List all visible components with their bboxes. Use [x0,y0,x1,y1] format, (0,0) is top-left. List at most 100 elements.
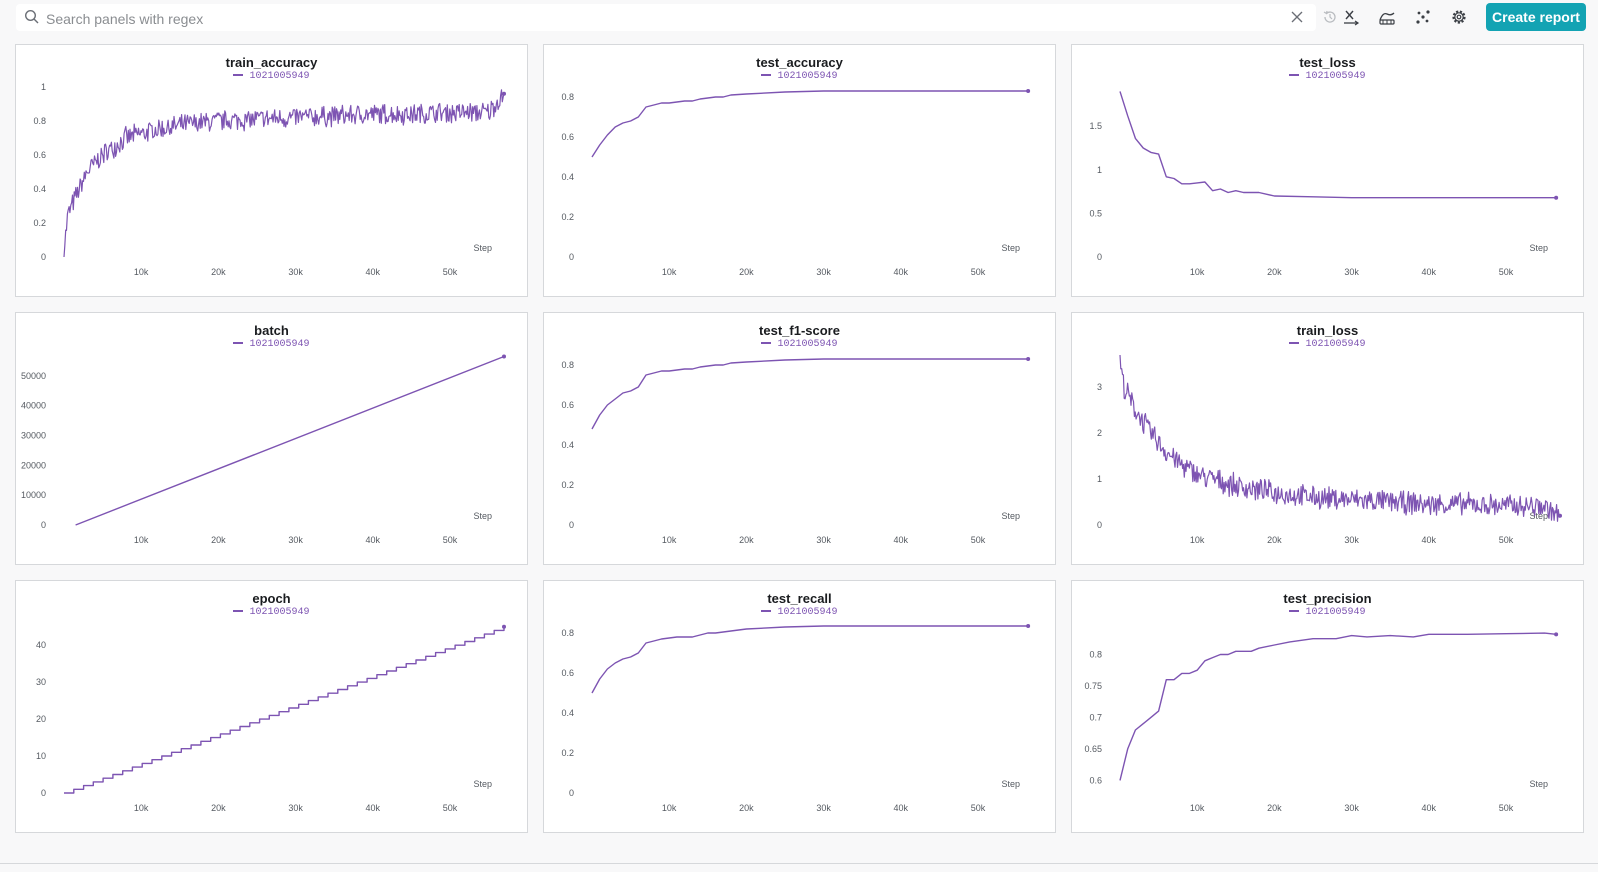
x-tick-label: 10k [134,803,149,813]
history-icon[interactable] [1322,9,1338,25]
smoothing-icon[interactable] [1378,8,1396,26]
legend-entry[interactable]: 1021005949 [544,71,1055,82]
y-tick-label: 10 [36,751,46,761]
series-line [591,90,1029,158]
panel-test-accuracy[interactable]: test_accuracy 1021005949 0 0.2 0.4 0.6 0.8 10… [543,44,1056,297]
legend-label: 1021005949 [249,607,310,618]
x-axis-label: Step [473,243,492,253]
panel-epoch[interactable]: epoch 1021005949 0 10 20 30 40 10k 20k 30k 40k 50… [15,580,528,833]
x-tick-label: 40k [1422,535,1437,545]
chart-train-accuracy[interactable]: 0 0.2 0.4 0.6 0.8 1 10k 20k 30k 40k 50k Step [16,45,529,298]
legend-swatch [233,342,244,345]
chart-test-recall[interactable]: 0 0.2 0.4 0.6 0.8 10k 20k 30k 40k 50k Step [544,581,1057,834]
legend-swatch [1289,74,1300,77]
panel-test-recall[interactable]: test_recall 1021005949 0 0.2 0.4 0.6 0.8 10k 2… [543,580,1056,833]
y-tick-label: 0.2 [561,480,574,490]
outliers-icon[interactable] [1414,8,1432,26]
x-tick-label: 30k [816,803,831,813]
legend-label: 1021005949 [1305,339,1366,350]
x-tick-label: 10k [134,535,149,545]
create-report-button[interactable]: Create report [1486,3,1586,31]
y-tick-label: 0 [1097,520,1102,530]
legend-label: 1021005949 [777,339,838,350]
panel-grid: train_accuracy 1021005949 0 0.2 0.4 0.6 0.8 1… [0,44,1598,872]
legend-label: 1021005949 [249,71,310,82]
chart-test-f1-score[interactable]: 0 0.2 0.4 0.6 0.8 10k 20k 30k 40k 50k Step [544,313,1057,566]
x-tick-label: 10k [1190,803,1205,813]
legend-entry[interactable]: 1021005949 [16,607,527,618]
x-tick-label: 50k [443,267,458,277]
x-tick-label: 20k [211,803,226,813]
legend-swatch [1289,342,1300,345]
chart-epoch[interactable]: 0 10 20 30 40 10k 20k 30k 40k 50k Step [16,581,529,834]
clear-icon[interactable] [1290,10,1304,24]
panel-title: batch [254,323,289,338]
y-tick-label: 20000 [21,460,46,470]
x-axis-label: Step [1529,243,1548,253]
panel-batch[interactable]: batch 1021005949 0 10000 20000 30000 40000 50… [15,312,528,565]
x-axis-label: Step [1001,511,1020,521]
series-end-point [502,91,506,96]
search-bar[interactable] [16,4,1336,31]
x-tick-label: 40k [894,803,909,813]
x-tick-label: 40k [894,535,909,545]
chart-batch[interactable]: 0 10000 20000 30000 40000 50000 10k 20k 30k 40k 50… [16,313,529,566]
legend-entry[interactable]: 1021005949 [1072,71,1583,82]
panel-test-precision[interactable]: test_precision 1021005949 0.6 0.65 0.7 0.75… [1071,580,1584,833]
legend-entry[interactable]: 1021005949 [16,71,527,82]
y-tick-label: 0.8 [1089,649,1102,659]
x-axis-icon[interactable] [1342,8,1360,26]
y-tick-label: 30000 [21,431,46,441]
y-tick-label: 0.8 [561,360,574,370]
series-end-point [1026,624,1031,628]
series-line [64,626,505,794]
x-tick-label: 30k [288,535,303,545]
legend-entry[interactable]: 1021005949 [1072,339,1583,350]
y-tick-label: 3 [1097,382,1102,392]
y-tick-label: 0.2 [561,748,574,758]
legend-entry[interactable]: 1021005949 [544,339,1055,350]
panel-title: test_recall [767,591,832,606]
settings-icon[interactable] [1450,8,1468,26]
legend-entry[interactable]: 1021005949 [16,339,527,350]
x-tick-label: 20k [739,267,754,277]
panel-title: train_loss [1296,323,1359,338]
panel-title: test_f1-score [759,323,840,338]
x-tick-label: 40k [366,535,381,545]
x-tick-label: 20k [739,803,754,813]
y-tick-label: 0.5 [1089,208,1102,218]
x-tick-label: 50k [971,535,986,545]
series-end-point [1558,513,1562,518]
chart-train-loss[interactable]: 0 1 2 3 10k 20k 30k 40k 50k Step [1072,313,1585,566]
y-tick-label: 0 [41,252,46,262]
panel-title: epoch [252,591,291,606]
search-icon [24,9,39,24]
x-axis-label: Step [473,511,492,521]
x-tick-label: 50k [443,535,458,545]
panel-test-loss[interactable]: test_loss 1021005949 0 0.5 1 1.5 10k 20k 30k 40… [1071,44,1584,297]
x-tick-label: 50k [1499,267,1514,277]
x-axis-label: Step [473,779,492,789]
search-input[interactable] [44,7,1278,30]
legend-swatch [233,610,244,613]
legend-entry[interactable]: 1021005949 [1072,607,1583,618]
y-tick-label: 0.7 [1089,712,1102,722]
chart-test-accuracy[interactable]: 0 0.2 0.4 0.6 0.8 10k 20k 30k 40k 50k Step [544,45,1057,298]
y-tick-label: 0.8 [33,116,46,126]
y-tick-label: 20 [36,714,46,724]
x-tick-label: 20k [1267,267,1282,277]
chart-test-precision[interactable]: 0.6 0.65 0.7 0.75 0.8 10k 20k 30k 40k 50k Step [1072,581,1585,834]
x-tick-label: 30k [1344,535,1359,545]
panel-train-loss[interactable]: train_loss 1021005949 0 1 2 3 10k 20k 30k 40k 50… [1071,312,1584,565]
y-tick-label: 30 [36,677,46,687]
series-line [63,89,505,258]
panel-train-accuracy[interactable]: train_accuracy 1021005949 0 0.2 0.4 0.6 0.8 1… [15,44,528,297]
legend-entry[interactable]: 1021005949 [544,607,1055,618]
y-tick-label: 1.5 [1089,121,1102,131]
x-tick-label: 40k [366,803,381,813]
panel-test-f1-score[interactable]: test_f1-score 1021005949 0 0.2 0.4 0.6 0.8 10… [543,312,1056,565]
x-axis-label: Step [1001,779,1020,789]
series-end-point [1026,89,1031,93]
chart-test-loss[interactable]: 0 0.5 1 1.5 10k 20k 30k 40k 50k Step [1072,45,1585,298]
y-tick-label: 0.8 [561,628,574,638]
